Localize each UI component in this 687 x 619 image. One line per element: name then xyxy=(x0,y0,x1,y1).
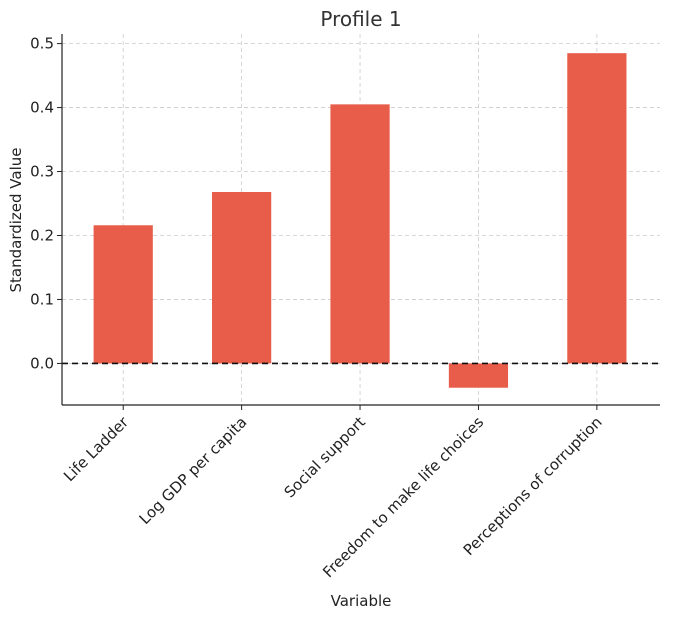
bar-0 xyxy=(93,225,153,364)
x-tick-label-2: Social support xyxy=(281,413,369,501)
y-axis-label: Standardized Value xyxy=(7,148,25,293)
y-ticks: 0.0 0.1 0.2 0.3 0.4 0.5 xyxy=(30,35,62,372)
y-tick-label-1: 0.1 xyxy=(30,290,54,308)
x-tick-label-4: Perceptions of corruption xyxy=(460,413,606,559)
bar-1 xyxy=(212,191,272,364)
x-tick-label-0: Life Ladder xyxy=(60,413,133,486)
x-tick-label-1: Log GDP per capita xyxy=(136,413,251,528)
y-tick-label-5: 0.5 xyxy=(30,35,54,53)
y-tick-label-0: 0.0 xyxy=(30,354,54,372)
y-tick-label-2: 0.2 xyxy=(30,226,54,244)
bars xyxy=(93,53,627,388)
x-ticks: Life Ladder Log GDP per capita Social supp… xyxy=(60,405,606,581)
y-tick-label-4: 0.4 xyxy=(30,99,54,117)
bar-2 xyxy=(330,104,390,364)
bar-4 xyxy=(567,53,627,364)
y-tick-label-3: 0.3 xyxy=(30,163,54,181)
x-axis-label: Variable xyxy=(331,592,392,610)
axes xyxy=(61,34,660,406)
chart-title: Profile 1 xyxy=(320,7,401,31)
bar-3 xyxy=(448,363,509,388)
